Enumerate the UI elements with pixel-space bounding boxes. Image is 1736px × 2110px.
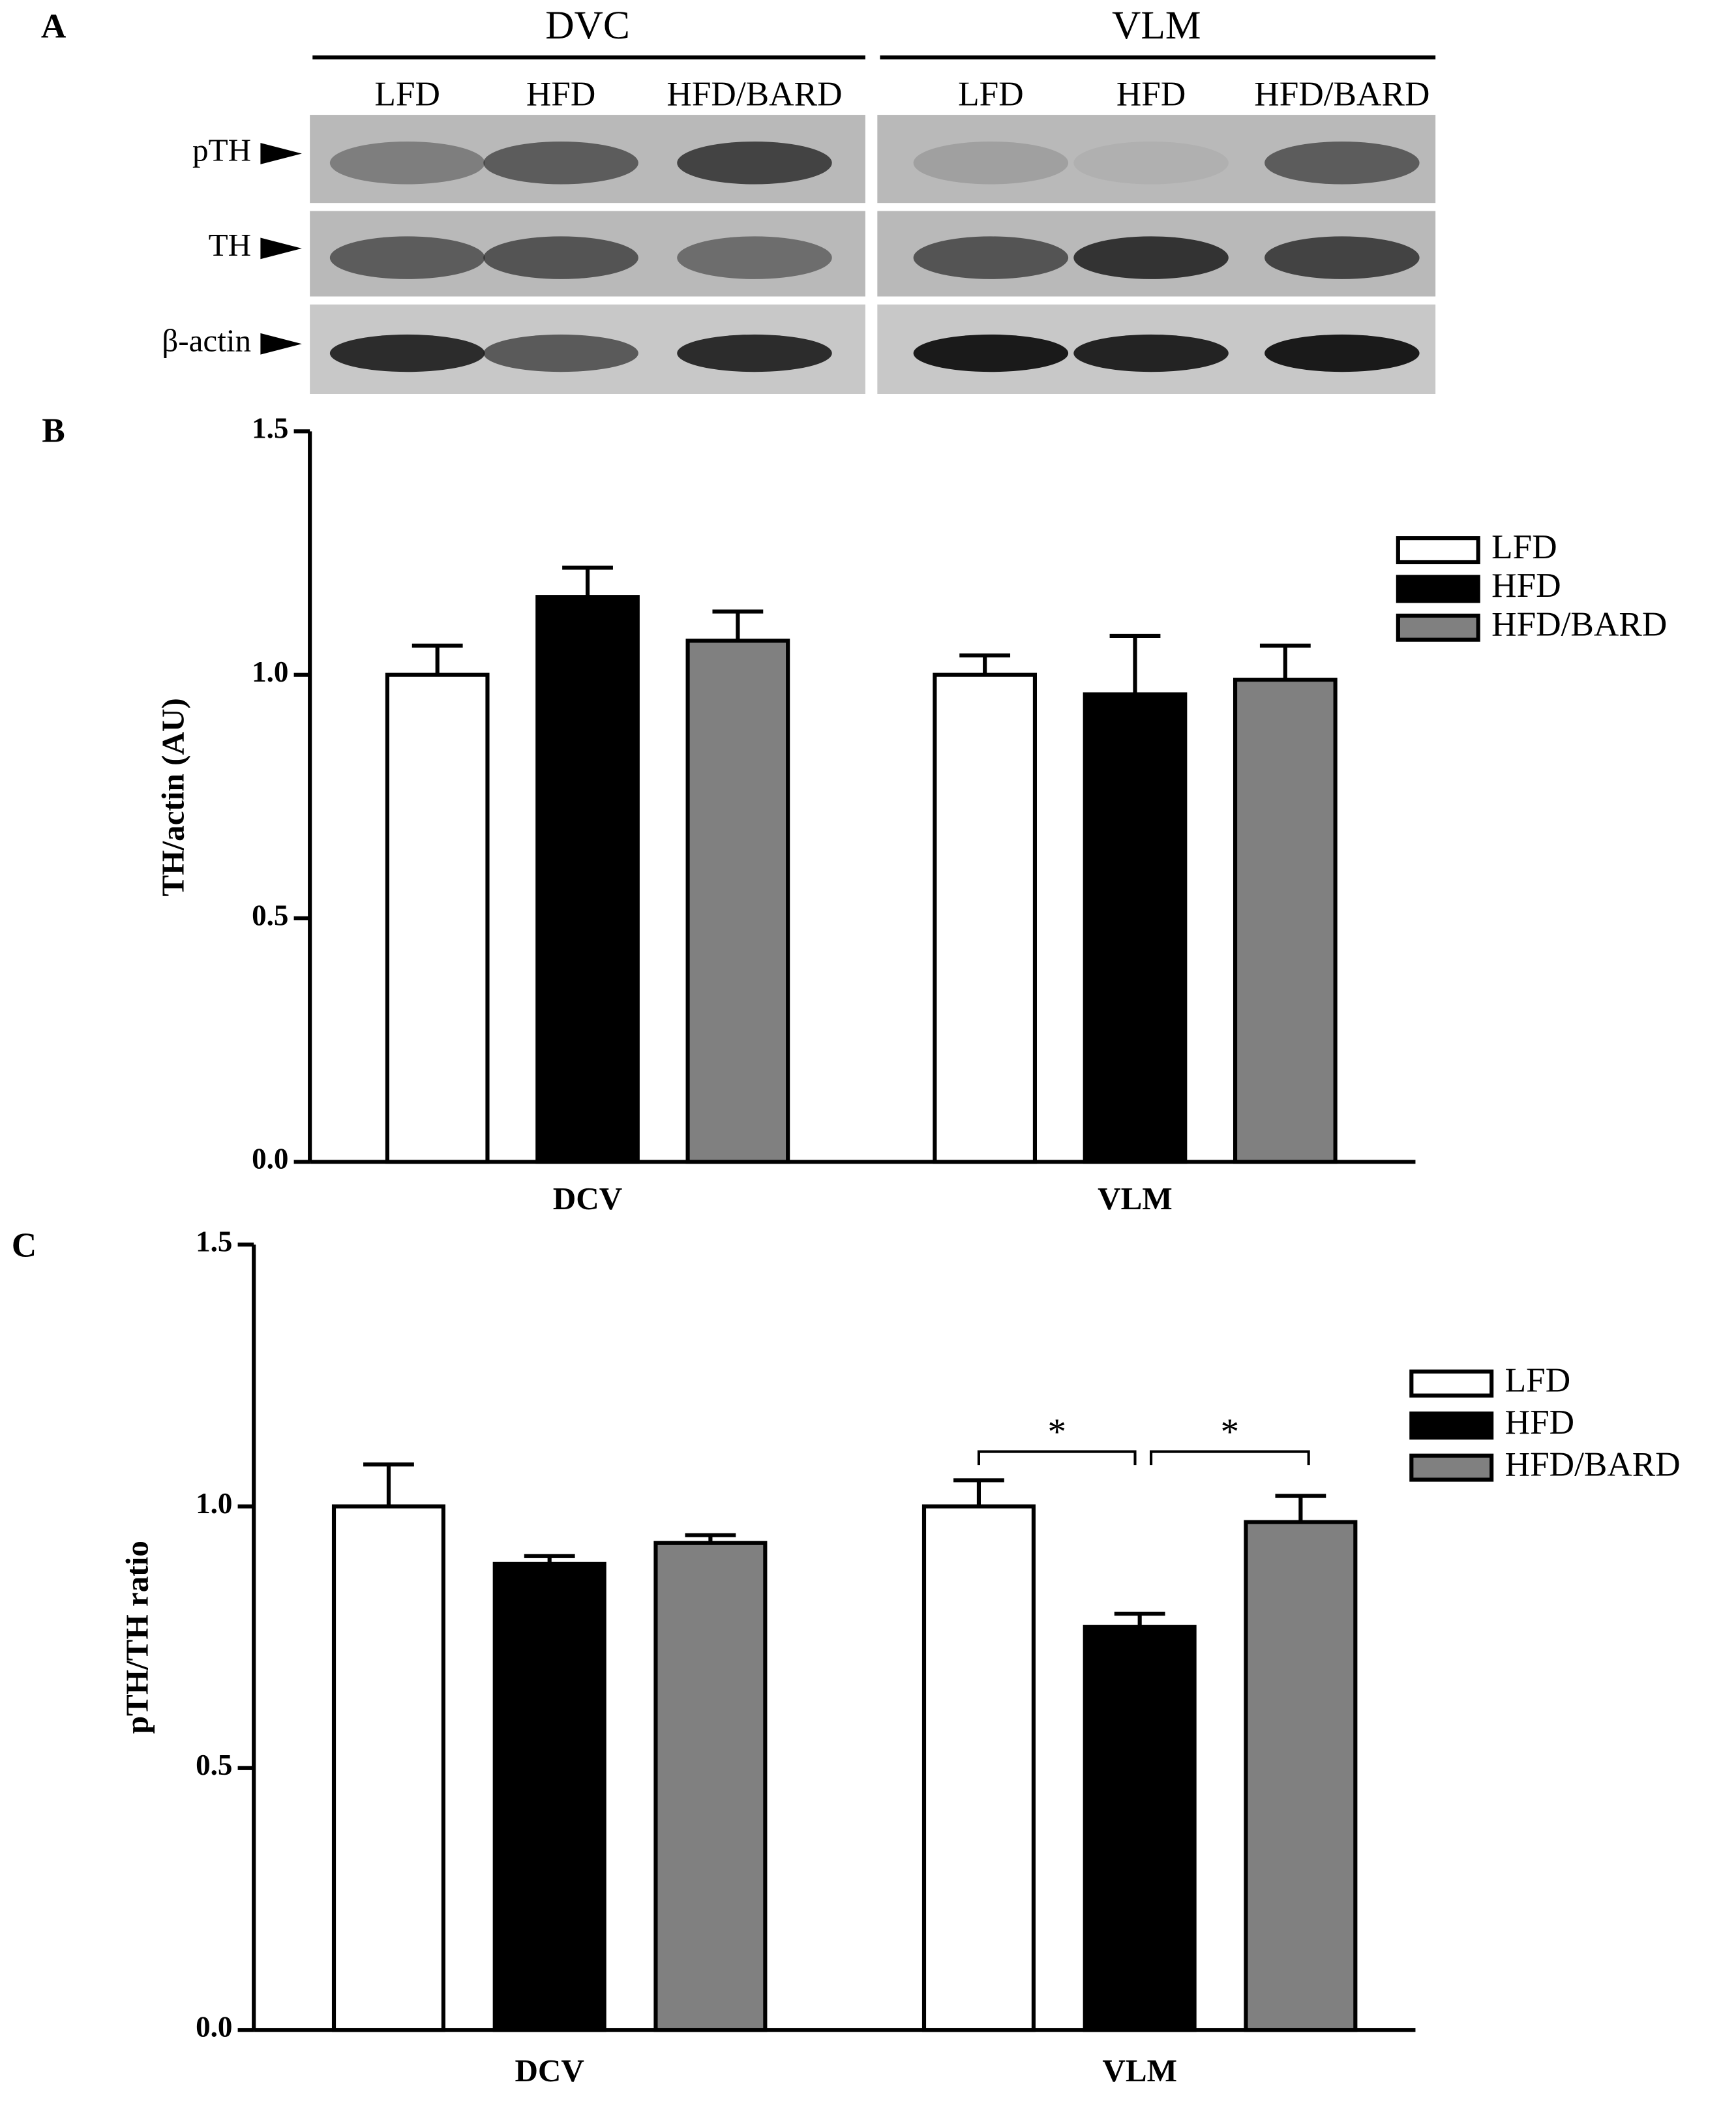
blot-band (913, 236, 1069, 279)
y-axis-title: pTH/TH ratio (119, 1541, 155, 1734)
y-axis-title: TH/actin (AU) (155, 698, 191, 896)
x-tick-label: DCV (515, 2053, 584, 2088)
row-arrow (260, 237, 302, 260)
legend-swatch (1396, 536, 1480, 565)
blot-band (329, 334, 485, 372)
blot-band (1073, 334, 1229, 372)
blot-band (329, 142, 485, 185)
y-tick-label: 1.5 (252, 412, 288, 445)
annotation: * (1047, 1411, 1066, 1453)
y-tick-label: 1.0 (196, 1487, 232, 1520)
bar (685, 639, 790, 1164)
bar (1244, 1520, 1358, 2032)
blot-band (913, 334, 1069, 372)
x-tick-label: VLM (1098, 1181, 1173, 1216)
legend-swatch (1409, 1453, 1494, 1482)
bar (1233, 678, 1338, 1164)
lane-label: LFD (374, 75, 440, 113)
region-label: DVC (545, 3, 630, 48)
legend-label: HFD (1491, 566, 1561, 605)
legend-label: LFD (1505, 1361, 1571, 1399)
blot-band (483, 142, 638, 185)
y-tick-label: 0.5 (252, 899, 288, 931)
blot-band (913, 142, 1069, 185)
row-label: TH (209, 227, 251, 263)
lane-label: HFD/BARD (1254, 75, 1429, 113)
legend-swatch (1409, 1369, 1494, 1398)
blot-band (1265, 334, 1420, 372)
y-tick-label: 1.0 (252, 656, 288, 688)
bar (933, 672, 1038, 1164)
lane-label: HFD (526, 75, 595, 113)
x-tick-label: DCV (553, 1181, 622, 1216)
blot-band (677, 142, 832, 185)
row-label: pTH (192, 132, 251, 168)
panel-label: C (12, 1226, 37, 1265)
blot-band (677, 334, 832, 372)
legend-swatch (1396, 575, 1480, 603)
bar (653, 1541, 768, 2032)
x-tick-label: VLM (1102, 2053, 1177, 2088)
blot-band (677, 236, 832, 279)
bar (535, 595, 640, 1164)
bar (1083, 692, 1188, 1164)
blot-band (483, 334, 638, 372)
row-arrow (260, 333, 302, 355)
blot-band (329, 236, 485, 279)
y-tick-label: 0.0 (252, 1143, 288, 1175)
lane-label: HFD (1116, 75, 1186, 113)
legend-label: HFD/BARD (1491, 605, 1667, 644)
lane-label: LFD (958, 75, 1024, 113)
y-tick-label: 0.5 (196, 1749, 232, 1781)
blot-band (483, 236, 638, 279)
significance-bracket (1150, 1450, 1310, 1466)
blot-band (1073, 236, 1229, 279)
lane-label: HFD/BARD (666, 75, 842, 113)
blot-band (1265, 142, 1420, 185)
row-label: β-actin (162, 323, 251, 359)
significance-bracket (977, 1450, 1137, 1466)
legend-swatch (1396, 613, 1480, 642)
annotation: * (1221, 1411, 1240, 1453)
y-tick-label: 1.5 (196, 1226, 232, 1258)
legend-label: HFD (1505, 1403, 1574, 1441)
panel-label: A (41, 7, 67, 45)
bar (1083, 1625, 1197, 2032)
panel-label: B (42, 412, 65, 450)
region-label: VLM (1112, 3, 1201, 48)
legend-label: HFD/BARD (1505, 1445, 1681, 1483)
bar (492, 1561, 606, 2032)
bar (385, 672, 490, 1164)
blot-band (1265, 236, 1420, 279)
legend-swatch (1409, 1411, 1494, 1440)
bar (331, 1504, 445, 2032)
row-arrow (260, 143, 302, 164)
bar (921, 1504, 1036, 2032)
blot-band (1073, 142, 1229, 185)
legend-label: LFD (1491, 528, 1557, 566)
y-tick-label: 0.0 (196, 2010, 232, 2043)
